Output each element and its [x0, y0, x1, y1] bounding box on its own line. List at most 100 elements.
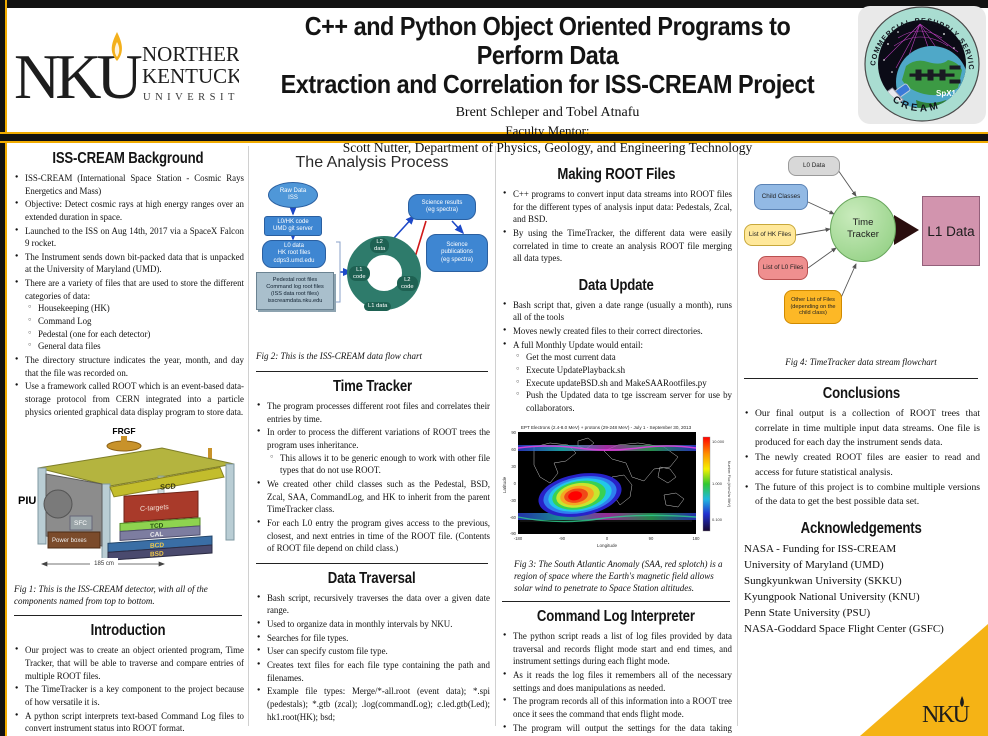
fig4-node-l0-files: List of L0 Files — [758, 256, 808, 280]
fig1-label-bsd: BSD — [150, 551, 164, 559]
section-heading-making-root: Making ROOT Files — [557, 166, 675, 183]
sub-bullet-item: Command Log — [28, 315, 244, 328]
bullet-item: Our final output is a collection of ROOT… — [745, 407, 980, 450]
fig3-ylabel: Latitude — [502, 476, 507, 493]
section-heading-data-traversal: Data Traversal — [328, 569, 416, 587]
acknowledgement-line: NASA - Funding for ISS-CREAM — [744, 542, 897, 555]
time-tracker-bullets: The program processes different root fil… — [254, 400, 490, 555]
acknowledgement-line: Kyungpook National University (KNU) — [744, 590, 920, 603]
section-heading-introduction: Introduction — [90, 622, 166, 640]
left-gold-pinstripe — [5, 0, 7, 736]
logo-line3: UNIVERSITY — [143, 92, 239, 103]
fig4-hub-time-tracker: Time Tracker — [830, 196, 896, 262]
fig2-ring-l1-code: L1 code — [349, 266, 370, 282]
patch-spx: SpX12 — [936, 89, 961, 98]
fig3-colorbar — [702, 436, 711, 531]
acknowledgement-line: NASA-Goddard Space Flight Center (GSFC) — [744, 622, 944, 635]
fig3-xtick: -90 — [559, 536, 566, 541]
bullet-item: For each L0 entry the program gives acce… — [257, 517, 490, 555]
bullet-item: As it reads the log files it remembers a… — [503, 669, 732, 694]
fig3-ytick: 0 — [514, 481, 517, 486]
mentor-label: Faculty Mentor: — [505, 123, 590, 139]
nku-logo-mark: NKU — [14, 41, 141, 112]
fig1-label-cal: CAL — [150, 531, 163, 539]
column-1: ISS-CREAM Background ISS-CREAM (Internat… — [12, 146, 244, 736]
fig2-ring-l1-data: L1 data — [364, 302, 392, 311]
acknowledgement-line: Penn State University (PSU) — [744, 606, 871, 619]
fig3-xtick: -180 — [514, 536, 523, 541]
acknowledgement-line: Sungkyunkwan University (SKKU) — [744, 574, 902, 587]
fig2-node-git: L0/HK code UMD git server — [264, 216, 322, 236]
fig1-label-bcd: BCD — [150, 542, 164, 550]
bullet-item: In order to process the different variat… — [257, 426, 490, 477]
fig3-ytick: -90 — [510, 531, 517, 536]
fig1-label-ctargets: C-targets — [140, 504, 169, 513]
logo-line2: KENTUCKY — [142, 64, 239, 88]
background-bullets: ISS-CREAM (International Space Station -… — [12, 172, 244, 418]
poster-title: C++ and Python Object Oriented Programs … — [240, 11, 855, 100]
title-line1: C++ and Python Object Oriented Programs … — [304, 11, 791, 71]
section-heading-acknowledgements: Acknowledgements — [800, 519, 922, 537]
fig4-caption: Fig 4: TimeTracker data stream flowchart — [785, 357, 937, 367]
fig4-timetracker-flowchart: L0 Data Child Classes List of HK Files L… — [742, 150, 980, 342]
fig2-heading: The Analysis Process — [295, 154, 449, 171]
bullet-item: A python script interprets text-based Co… — [15, 710, 244, 735]
fig4-node-child-classes: Child Classes — [754, 184, 808, 210]
fig2-node-pedestal-files: Pedestal root files Command log root fil… — [256, 272, 334, 310]
column-separator — [495, 146, 496, 726]
mission-patch: SpX12 COMMERCIAL RESUPPLY SERVICES CREAM — [855, 0, 986, 131]
mentor: Scott Nutter, Department of Physics, Geo… — [342, 140, 753, 156]
introduction-bullets: Our project was to create an object orie… — [12, 644, 244, 736]
fig3-saa-blob — [538, 472, 622, 517]
fig3-xtick: 180 — [693, 536, 701, 541]
ribbon-nku-mark: NKU — [922, 702, 970, 728]
command-log-bullets: The python script reads a list of log fi… — [500, 630, 732, 736]
fig3-saa-map: EPT Electrons (2.4-8.0 MeV) + protons (2… — [500, 421, 732, 554]
fig4-output-l1-data: L1 Data — [922, 196, 980, 266]
sub-bullet-item: Execute updateBSD.sh and MakeSAARootfile… — [516, 377, 732, 390]
fig1-label-tcd: TCD — [150, 523, 164, 531]
bullet-item: Bash script, recursively traverses the d… — [257, 592, 490, 617]
title-line2: Extraction and Correlation for ISS-CREAM… — [280, 69, 815, 100]
section-divider — [502, 601, 730, 603]
fig3-cbtick: 0.100 — [712, 517, 723, 522]
bullet-item: ISS-CREAM (International Space Station -… — [15, 172, 244, 197]
bullet-item: Objective: Detect cosmic rays at high en… — [15, 198, 244, 223]
fig3-ytick: -60 — [510, 515, 517, 520]
fig2-node-l0-data: L0 data HK root files cdps3.umd.edu — [262, 240, 326, 268]
sub-bullet-item: Housekeeping (HK) — [28, 302, 244, 315]
ribbon-flame-icon — [960, 696, 964, 707]
header-divider-bar — [0, 132, 988, 143]
fig3-ytick: 30 — [511, 464, 516, 469]
fig1-label-scd: SCD — [160, 482, 176, 492]
bullet-item: The program processes different root fil… — [257, 400, 490, 425]
fig1-label-frgf: FRGF — [112, 426, 135, 436]
fig3-cbtick: 10.000 — [712, 439, 725, 444]
bullet-item: The future of this project is to combine… — [745, 481, 980, 510]
gold-corner-ribbon: NKU — [860, 624, 988, 736]
header: C++ and Python Object Oriented Programs … — [240, 11, 855, 156]
sub-bullet-item: Execute UpdatePlayback.sh — [516, 364, 732, 377]
fig4-node-hk-files: List of HK Files — [744, 224, 796, 246]
fig1-label-piu: PIU — [18, 495, 36, 507]
bullet-item: The Instrument sends down bit-packed dat… — [15, 251, 244, 276]
bullet-item: The TimeTracker is a key component to th… — [15, 683, 244, 708]
fig1-caption: Fig 1: This is the ISS-CREAM detector, w… — [14, 584, 208, 607]
column-separator — [737, 146, 738, 726]
fig3-caption: Fig 3: The South Atlantic Anomaly (SAA, … — [514, 558, 723, 593]
data-update-bullets: Bash script that, given a date range (us… — [500, 299, 732, 415]
section-heading-data-update: Data Update — [578, 276, 654, 294]
authors: Brent Schleper and Tobel Atnafu — [455, 105, 640, 121]
logo-line1: NORTHERN — [142, 42, 239, 66]
bullet-item: Launched to the ISS on Aug 14th, 2017 vi… — [15, 225, 244, 250]
bullet-item: The program records all of this informat… — [503, 695, 732, 720]
fig3-ytick: -30 — [510, 498, 517, 503]
fig3-title: EPT Electrons (2.4-8.0 MeV) + protons (2… — [521, 425, 692, 430]
section-divider — [14, 615, 242, 617]
sub-bullet-item: General data files — [28, 340, 244, 353]
section-heading-conclusions: Conclusions — [822, 385, 900, 403]
fig2-caption: Fig 2: This is the ISS-CREAM data flow c… — [256, 351, 422, 361]
sub-bullet-item: Pedestal (one for each detector) — [28, 328, 244, 341]
left-black-bar — [0, 0, 5, 736]
